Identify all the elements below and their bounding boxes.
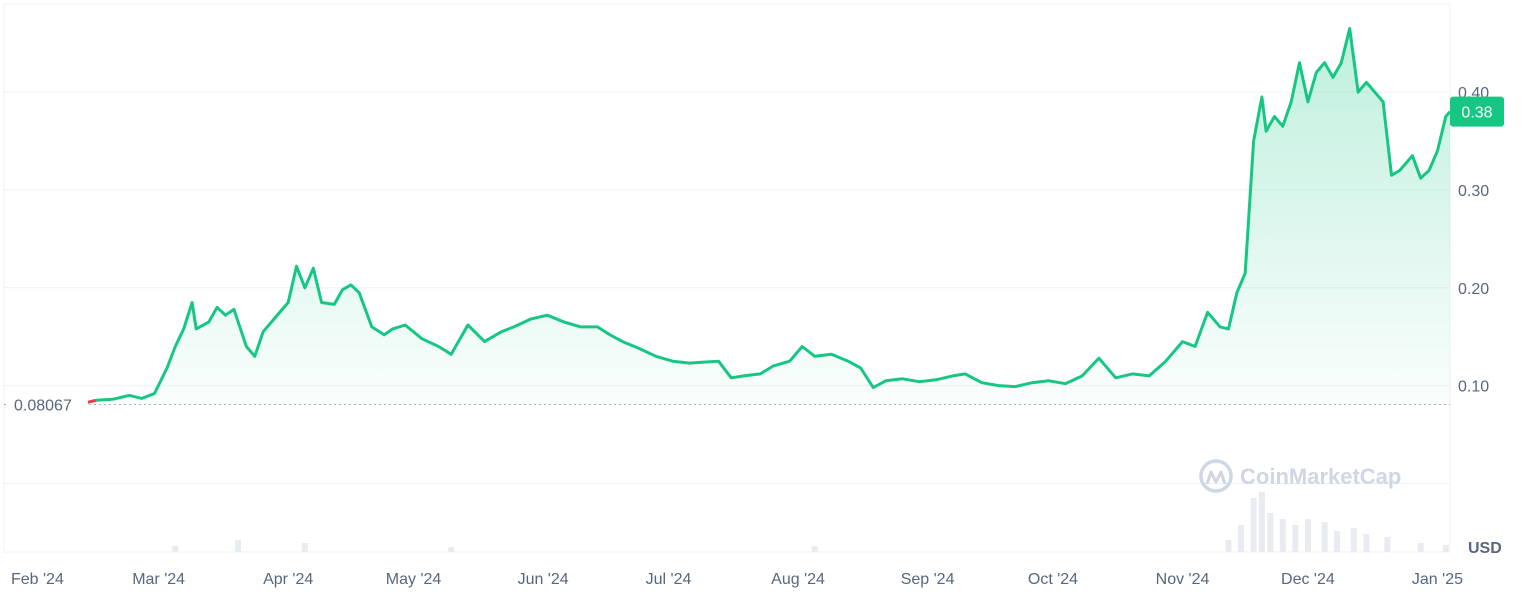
volume-bar: [1292, 525, 1299, 552]
reference-price-label: 0.08067: [14, 398, 72, 415]
volume-bar: [1258, 492, 1265, 552]
x-tick-label: Apr '24: [263, 571, 313, 588]
reference-price-background: [8, 393, 88, 416]
y-tick-label: 0.30: [1458, 183, 1489, 200]
volume-bar: [1267, 513, 1274, 552]
x-tick-label: Dec '24: [1281, 571, 1335, 588]
volume-bar: [1350, 528, 1357, 552]
x-axis-ticks: Feb '24 Mar '24 Apr '24 May '24 Jun '24 Jul '…: [11, 571, 1463, 588]
volume-bar: [1334, 531, 1341, 552]
x-tick-label: May '24: [386, 571, 442, 588]
x-tick-label: Nov '24: [1156, 571, 1210, 588]
volume-bar: [1225, 540, 1232, 552]
current-price-badge: 0.38: [1450, 96, 1504, 127]
y-axis-ticks: 0.100.200.300.40: [1458, 85, 1489, 396]
volume-bars: [172, 492, 1449, 552]
x-tick-label: Mar '24: [132, 571, 185, 588]
volume-bar: [301, 543, 308, 552]
coinmarketcap-logo-icon: [1199, 459, 1233, 493]
price-line-up: [95, 27, 1452, 402]
volume-bar: [811, 546, 818, 552]
volume-bar: [1384, 537, 1391, 552]
x-tick-label: Jan '25: [1412, 571, 1463, 588]
volume-bar: [1250, 498, 1257, 552]
coinmarketcap-watermark: CoinMarketCap: [1199, 459, 1401, 493]
y-tick-label: 0.10: [1458, 379, 1489, 396]
x-tick-label: Feb '24: [11, 571, 64, 588]
volume-bar: [1238, 525, 1245, 552]
volume-bar: [1363, 534, 1370, 552]
x-tick-label: Jul '24: [646, 571, 692, 588]
volume-bar: [1279, 519, 1286, 552]
watermark-text: CoinMarketCap: [1240, 464, 1401, 489]
x-tick-label: Sep '24: [901, 571, 955, 588]
plot-frame: [3, 3, 1451, 553]
x-tick-label: Jun '24: [518, 571, 569, 588]
volume-bar: [172, 546, 179, 552]
y-tick-label: 0.20: [1458, 281, 1489, 298]
volume-bar: [448, 547, 455, 552]
current-price-badge-bg: [1450, 96, 1504, 127]
x-tick-label: Oct '24: [1028, 571, 1078, 588]
current-price-label: 0.38: [1461, 105, 1492, 122]
price-area: [95, 28, 1450, 405]
volume-bar: [1304, 519, 1311, 552]
volume-bar: [1442, 544, 1449, 552]
currency-label: USD: [1468, 540, 1502, 557]
volume-bar: [235, 540, 242, 552]
volume-bar: [1321, 522, 1328, 552]
volume-bar: [1417, 543, 1424, 552]
x-tick-label: Aug '24: [771, 571, 825, 588]
gridlines: [4, 91, 1450, 484]
